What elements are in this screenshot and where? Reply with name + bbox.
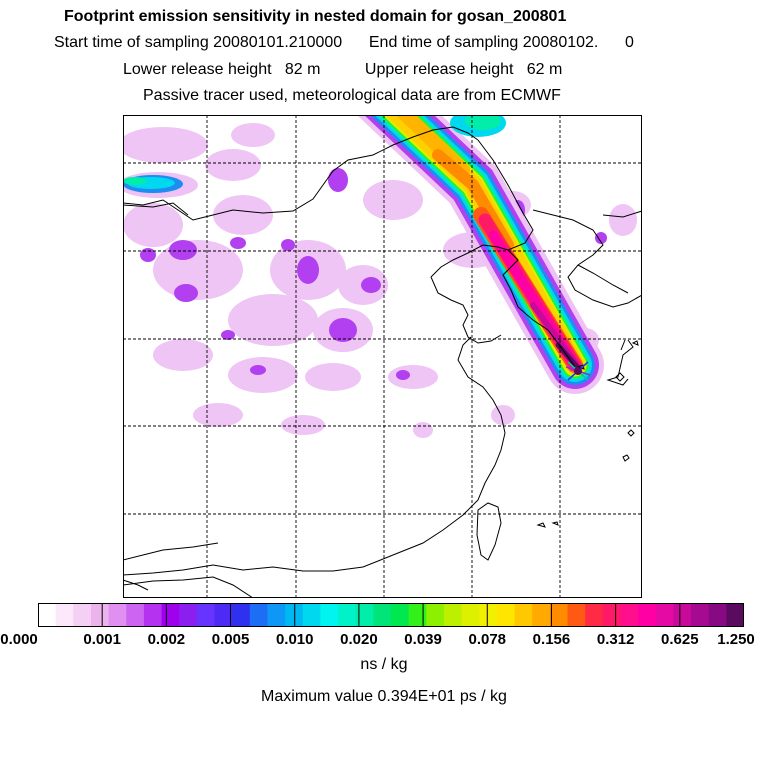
colorbar-swatch: [391, 603, 410, 627]
colorbar-swatch: [408, 603, 427, 627]
colorbar-swatch: [285, 603, 304, 627]
colorbar-swatch: [179, 603, 198, 627]
receptor-marker: [565, 361, 591, 381]
colorbar-tick-label: 0.039: [404, 631, 442, 648]
colorbar-tick-label: 0.000: [0, 631, 38, 648]
colorbar-tick-label: 0.005: [211, 631, 250, 648]
colorbar-swatch: [73, 603, 92, 627]
colorbar-dividers: [101, 603, 681, 627]
colorbar-tick-label: 0.312: [596, 631, 635, 648]
colorbar-swatch: [267, 603, 286, 627]
colorbar-swatch: [426, 603, 445, 627]
colorbar-swatch: [549, 603, 569, 627]
colorbar-tick-label: 0.002: [147, 631, 186, 648]
colorbar-swatch: [708, 603, 727, 627]
colorbar-tick-label: 0.020: [340, 631, 378, 648]
plot-title: Footprint emission sensitivity in nested…: [64, 8, 567, 25]
colorbar-tick-label: 0.156: [532, 631, 571, 648]
tracer-info-line: Passive tracer used, meteorological data…: [143, 87, 561, 104]
colorbar-swatch: [373, 603, 392, 627]
colorbar-swatch: [90, 603, 110, 627]
colorbar-swatch: [620, 603, 639, 627]
colorbar-tick-label: 0.010: [275, 631, 314, 648]
sampling-time-line: Start time of sampling 20080101.210000 E…: [54, 34, 634, 51]
footprint-map: [123, 115, 642, 598]
colorbar-swatch: [55, 603, 74, 627]
colorbar-swatch: [691, 603, 710, 627]
colorbar-swatch: [302, 603, 321, 627]
colorbar-swatch: [126, 603, 145, 627]
colorbar-units: ns / kg: [360, 656, 408, 673]
colorbar-swatch: [161, 603, 180, 627]
lat-lon-grid: [123, 115, 642, 598]
colorbar-swatch: [496, 603, 516, 627]
coastlines: [123, 126, 642, 598]
colorbar-swatch: [514, 603, 533, 627]
colorbar-swatch: [726, 603, 744, 627]
colorbar-swatch: [320, 603, 339, 627]
footprint-plume: [357, 115, 604, 394]
colorbar: [38, 603, 744, 627]
colorbar-swatches: [38, 603, 744, 627]
colorbar-swatch: [38, 603, 57, 627]
colorbar-tick-label: 0.625: [661, 631, 699, 648]
colorbar-swatch: [638, 603, 657, 627]
colorbar-swatch: [108, 603, 127, 627]
sensitivity-patch-cyan: [123, 172, 198, 198]
colorbar-swatch: [196, 603, 216, 627]
colorbar-tick-label: 0.001: [83, 631, 121, 648]
colorbar-swatch: [355, 603, 374, 627]
colorbar-swatch: [585, 603, 604, 627]
release-height-line: Lower release height 82 m Upper release …: [123, 61, 563, 78]
colorbar-swatch: [143, 603, 163, 627]
colorbar-swatch: [443, 603, 463, 627]
colorbar-swatch: [673, 603, 692, 627]
colorbar-swatch: [461, 603, 480, 627]
colorbar-swatch: [532, 603, 551, 627]
colorbar-swatch: [249, 603, 269, 627]
colorbar-tick-label: 1.250: [717, 631, 755, 648]
colorbar-swatch: [567, 603, 586, 627]
colorbar-tick-label: 0.078: [468, 631, 507, 648]
colorbar-swatch: [214, 603, 233, 627]
colorbar-swatch: [338, 603, 357, 627]
maximum-value-line: Maximum value 0.394E+01 ps / kg: [261, 688, 507, 705]
colorbar-swatch: [655, 603, 674, 627]
sensitivity-patches-purple: [140, 168, 607, 380]
colorbar-swatch: [479, 603, 498, 627]
colorbar-swatch: [232, 603, 251, 627]
colorbar-swatch: [602, 603, 622, 627]
